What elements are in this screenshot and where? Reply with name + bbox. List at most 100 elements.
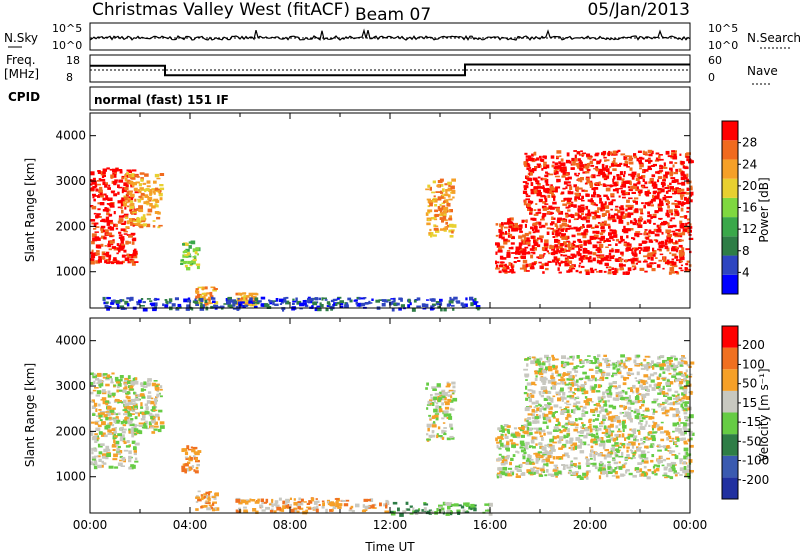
scatter-cell bbox=[450, 510, 453, 514]
scatter-cell bbox=[114, 376, 119, 381]
scatter-cell bbox=[201, 286, 204, 291]
scatter-cell bbox=[507, 218, 511, 222]
scatter-cell bbox=[571, 163, 576, 166]
scatter-cell bbox=[447, 505, 451, 510]
scatter-cell bbox=[140, 393, 145, 397]
scatter-cell bbox=[684, 166, 689, 170]
scatter-cell bbox=[108, 261, 112, 263]
scatter-cell bbox=[578, 198, 583, 200]
scatter-cell bbox=[652, 431, 657, 434]
scatter-cell bbox=[667, 222, 670, 227]
scatter-cell bbox=[574, 388, 578, 391]
scatter-cell bbox=[200, 494, 204, 496]
scatter-cell bbox=[592, 414, 596, 416]
scatter-cell bbox=[188, 467, 192, 471]
scatter-cell bbox=[445, 191, 448, 194]
scatter-cell bbox=[573, 226, 578, 230]
scatter-cell bbox=[557, 228, 561, 230]
scatter-cell bbox=[497, 472, 500, 475]
scatter-cell bbox=[636, 469, 641, 473]
scatter-cell bbox=[621, 412, 624, 414]
scatter-cell bbox=[681, 201, 685, 204]
scatter-cell bbox=[498, 264, 503, 268]
scatter-cell bbox=[679, 460, 682, 465]
scatter-cell bbox=[624, 391, 628, 395]
scatter-cell bbox=[671, 462, 677, 465]
scatter-cell bbox=[522, 181, 528, 183]
scatter-cell bbox=[570, 461, 573, 465]
scatter-cell bbox=[100, 227, 105, 231]
scatter-cell bbox=[599, 159, 602, 162]
scatter-cell bbox=[439, 391, 443, 395]
scatter-cell bbox=[504, 433, 507, 436]
scatter-cell bbox=[495, 251, 498, 255]
scatter-cell bbox=[437, 398, 441, 403]
scatter-cell bbox=[545, 390, 548, 394]
scatter-cell bbox=[92, 463, 96, 466]
scatter-cell bbox=[107, 203, 113, 206]
scatter-cell bbox=[555, 230, 558, 235]
scatter-cell bbox=[147, 395, 152, 399]
scatter-cell bbox=[130, 193, 135, 198]
scatter-cell bbox=[551, 378, 556, 382]
scatter-cell bbox=[647, 168, 652, 170]
scatter-cell bbox=[543, 166, 547, 170]
scatter-cell bbox=[325, 508, 328, 513]
scatter-cell bbox=[529, 167, 532, 169]
scatter-cell bbox=[585, 193, 589, 197]
scatter-cell bbox=[542, 208, 547, 211]
scatter-cell bbox=[102, 197, 106, 201]
scatter-cell bbox=[449, 435, 454, 438]
scatter-cell bbox=[680, 431, 685, 436]
scatter-cell bbox=[517, 451, 520, 454]
freq-tick-top: 18 bbox=[66, 54, 80, 67]
scatter-cell bbox=[580, 177, 584, 181]
scatter-cell bbox=[171, 303, 176, 307]
scatter-cell bbox=[148, 189, 153, 192]
scatter-cell bbox=[536, 237, 542, 240]
scatter-cell bbox=[538, 454, 544, 459]
scatter-cell bbox=[548, 410, 553, 415]
scatter-cell bbox=[180, 259, 184, 261]
scatter-cell bbox=[522, 240, 525, 244]
scatter-cell bbox=[616, 176, 622, 181]
scatter-cell bbox=[271, 300, 277, 302]
scatter-cell bbox=[600, 421, 603, 425]
scatter-cell bbox=[435, 417, 439, 421]
scatter-cell bbox=[142, 385, 148, 388]
scatter-cell bbox=[335, 303, 338, 306]
scatter-cell bbox=[430, 397, 433, 399]
scatter-cell bbox=[671, 258, 675, 261]
scatter-cell bbox=[612, 239, 615, 241]
scatter-cell bbox=[565, 417, 569, 420]
scatter-cell bbox=[630, 220, 633, 224]
scatter-cell bbox=[688, 237, 694, 240]
scatter-cell bbox=[245, 500, 249, 505]
scatter-cell bbox=[427, 184, 431, 188]
scatter-cell bbox=[587, 425, 592, 429]
scatter-cell bbox=[184, 463, 189, 467]
scatter-cell bbox=[319, 302, 322, 306]
scatter-cell bbox=[150, 409, 155, 411]
scatter-cell bbox=[575, 174, 579, 177]
scatter-cell bbox=[431, 398, 434, 401]
scatter-cell bbox=[640, 438, 643, 441]
scatter-cell bbox=[667, 184, 670, 187]
scatter-cell bbox=[602, 375, 605, 377]
scatter-cell bbox=[634, 173, 637, 176]
scatter-cell bbox=[602, 414, 606, 419]
scatter-cell bbox=[652, 186, 658, 189]
scatter-cell bbox=[607, 171, 612, 175]
scatter-cell bbox=[139, 225, 144, 229]
scatter-cell bbox=[679, 220, 683, 225]
scatter-cell bbox=[596, 256, 602, 259]
scatter-cell bbox=[386, 501, 390, 505]
scatter-cell bbox=[519, 463, 523, 468]
scatter-cell bbox=[93, 198, 96, 202]
scatter-cell bbox=[200, 302, 203, 306]
scatter-cell bbox=[212, 503, 215, 506]
scatter-cell bbox=[124, 200, 127, 202]
scatter-cell bbox=[573, 383, 579, 386]
scatter-cell bbox=[151, 418, 155, 422]
frequency-trace bbox=[90, 63, 690, 77]
